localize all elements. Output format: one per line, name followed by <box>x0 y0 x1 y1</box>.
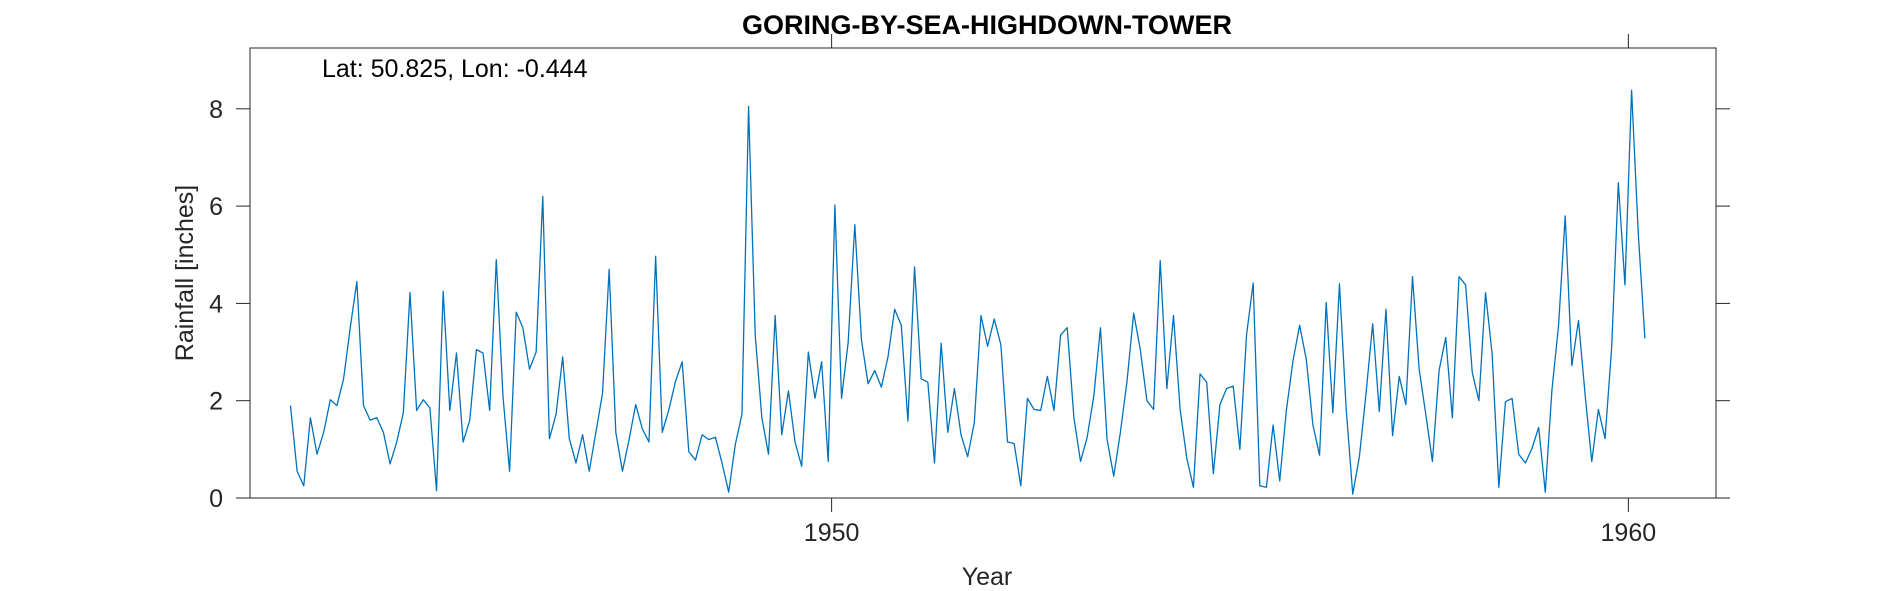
x-tick-label: 1960 <box>1601 519 1657 547</box>
plot-area-box <box>249 47 1717 499</box>
y-tick-label: 6 <box>209 193 223 221</box>
chart-title: GORING-BY-SEA-HIGHDOWN-TOWER <box>742 10 1232 40</box>
y-tick-label: 2 <box>209 388 223 416</box>
y-tick-label: 8 <box>209 96 223 124</box>
x-axis: 1950 1960 <box>804 34 1656 547</box>
y-axis: 0 2 4 6 8 <box>209 96 1730 513</box>
y-tick-label: 4 <box>209 290 223 318</box>
location-annotation: Lat: 50.825, Lon: -0.444 <box>322 55 588 83</box>
y-tick-label: 0 <box>209 485 223 513</box>
rainfall-series-line <box>289 89 1646 495</box>
x-axis-label: Year <box>962 563 1013 591</box>
x-tick-label: 1950 <box>804 519 860 547</box>
y-axis-label: Rainfall [inches] <box>171 185 199 361</box>
